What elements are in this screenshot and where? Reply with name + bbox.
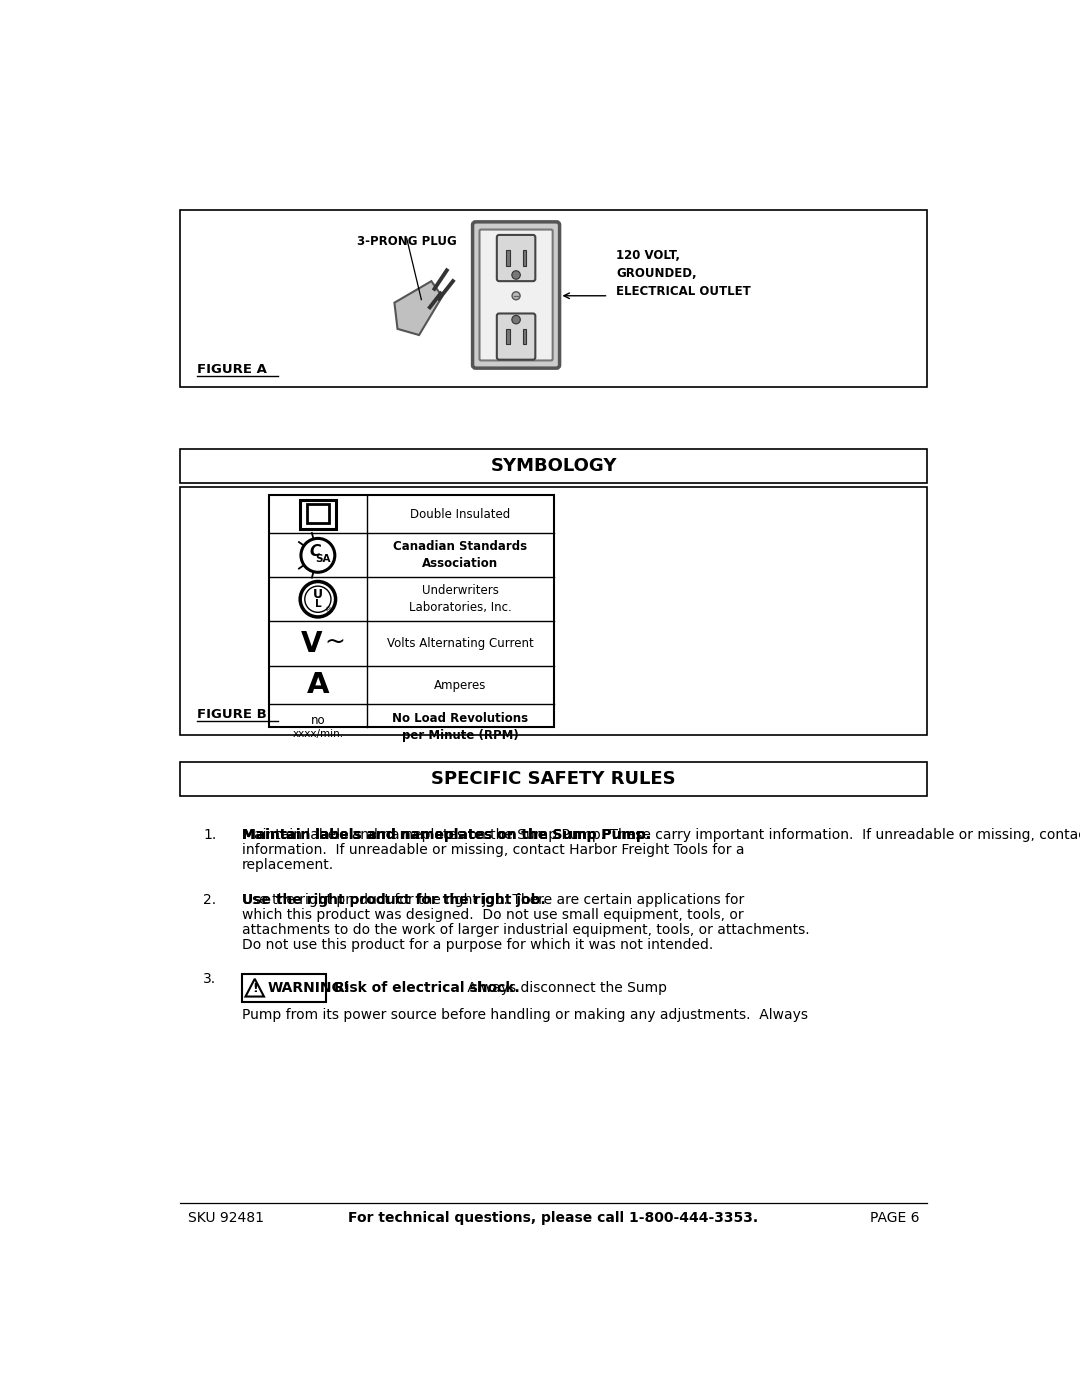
Text: Maintain labels and nameplates on the Sump Pump. These carry important informati: Maintain labels and nameplates on the Su…: [242, 828, 1080, 842]
Text: Pump from its power source before handling or making any adjustments.  Always: Pump from its power source before handli…: [242, 1009, 808, 1023]
Text: Amperes: Amperes: [434, 679, 486, 692]
Bar: [523, 328, 526, 344]
FancyBboxPatch shape: [473, 222, 559, 369]
Bar: [505, 328, 510, 344]
Polygon shape: [245, 979, 264, 996]
FancyBboxPatch shape: [497, 235, 536, 281]
Text: Use the right product for the right job.: Use the right product for the right job.: [242, 893, 545, 907]
Text: PAGE 6: PAGE 6: [869, 1211, 919, 1225]
Text: L: L: [314, 599, 321, 609]
Text: SYMBOLOGY: SYMBOLOGY: [490, 457, 617, 475]
Text: which this product was designed.  Do not use small equipment, tools, or: which this product was designed. Do not …: [242, 908, 743, 922]
Bar: [300, 500, 336, 529]
Circle shape: [512, 316, 521, 324]
FancyBboxPatch shape: [497, 313, 536, 359]
Text: FIGURE A: FIGURE A: [197, 363, 267, 376]
Text: A: A: [307, 671, 329, 698]
Circle shape: [300, 581, 336, 617]
Bar: [180, 210, 927, 387]
Bar: [269, 495, 554, 728]
Text: 3.: 3.: [203, 972, 216, 986]
Text: 2.: 2.: [203, 893, 216, 907]
Text: Maintain labels and nameplates on the Sump Pump.: Maintain labels and nameplates on the Su…: [242, 828, 650, 842]
Text: V: V: [301, 630, 323, 658]
Text: Double Insulated: Double Insulated: [410, 507, 511, 521]
Text: Volts Alternating Current: Volts Alternating Current: [387, 637, 534, 650]
Bar: [505, 250, 510, 265]
Polygon shape: [394, 281, 442, 335]
Text: Canadian Standards
Association: Canadian Standards Association: [393, 541, 527, 570]
Bar: [523, 250, 526, 265]
Circle shape: [512, 271, 521, 279]
FancyBboxPatch shape: [480, 229, 553, 360]
Text: Risk of electrical shock.: Risk of electrical shock.: [334, 981, 519, 995]
Text: 120 VOLT,
GROUNDED,
ELECTRICAL OUTLET: 120 VOLT, GROUNDED, ELECTRICAL OUTLET: [617, 249, 751, 298]
Text: 3-PRONG PLUG: 3-PRONG PLUG: [356, 235, 457, 247]
Text: Use the right product for the right job. There are certain applications for: Use the right product for the right job.…: [242, 893, 744, 907]
Text: No Load Revolutions
per Minute (RPM): No Load Revolutions per Minute (RPM): [392, 711, 528, 742]
Text: 1.: 1.: [203, 828, 216, 842]
Text: replacement.: replacement.: [242, 858, 334, 872]
Text: Underwriters
Laboratories, Inc.: Underwriters Laboratories, Inc.: [409, 584, 512, 615]
Bar: [180, 450, 927, 483]
Text: Always disconnect the Sump: Always disconnect the Sump: [463, 981, 667, 995]
Text: !: !: [252, 982, 258, 995]
Text: Maintain labels and nameplates on the Sump Pump.: Maintain labels and nameplates on the Su…: [242, 828, 650, 842]
Text: For technical questions, please call 1-800-444-3353.: For technical questions, please call 1-8…: [349, 1211, 758, 1225]
Text: U: U: [313, 588, 323, 601]
Text: attachments to do the work of larger industrial equipment, tools, or attachments: attachments to do the work of larger ind…: [242, 922, 809, 936]
Text: Do not use this product for a purpose for which it was not intended.: Do not use this product for a purpose fo…: [242, 937, 713, 951]
Text: no: no: [311, 714, 325, 726]
Bar: [180, 763, 927, 796]
Circle shape: [512, 292, 521, 300]
Text: SKU 92481: SKU 92481: [188, 1211, 264, 1225]
Text: SPECIFIC SAFETY RULES: SPECIFIC SAFETY RULES: [431, 770, 676, 788]
Bar: [307, 504, 328, 522]
Text: WARNING!: WARNING!: [268, 981, 350, 995]
Bar: [242, 974, 326, 1002]
Circle shape: [301, 538, 335, 573]
Text: ®: ®: [325, 608, 333, 613]
Circle shape: [305, 587, 330, 612]
Text: information.  If unreadable or missing, contact Harbor Freight Tools for a: information. If unreadable or missing, c…: [242, 844, 744, 858]
Text: ~: ~: [324, 630, 346, 654]
Text: SA: SA: [315, 555, 330, 564]
Text: C: C: [310, 543, 321, 559]
Text: xxxx/min.: xxxx/min.: [293, 729, 343, 739]
Bar: [180, 488, 927, 735]
Text: FIGURE B: FIGURE B: [197, 708, 267, 721]
